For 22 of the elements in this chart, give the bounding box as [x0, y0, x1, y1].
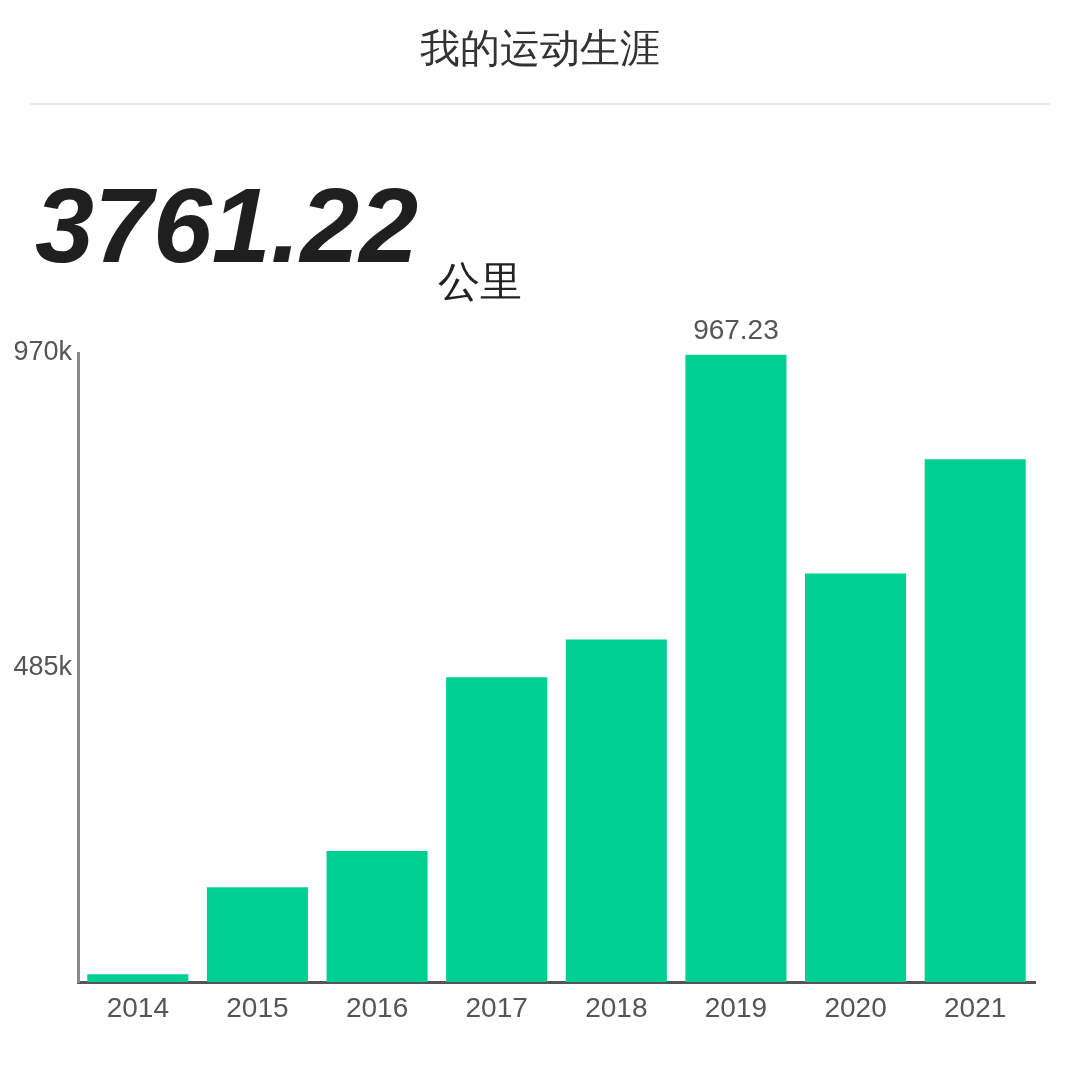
bar — [924, 459, 1026, 982]
bar — [565, 639, 667, 982]
x-tick-label: 2018 — [585, 991, 648, 1023]
bar — [326, 851, 428, 982]
chart-subtitle: 3761.22 — [35, 166, 419, 284]
bar — [87, 974, 189, 982]
data-label: 967.23 — [693, 313, 779, 345]
bar — [206, 887, 308, 982]
x-tick-label: 2016 — [345, 991, 409, 1023]
x-tick-label: 2015 — [226, 991, 289, 1023]
bar — [805, 573, 907, 982]
y-tick-label: 485k — [13, 650, 73, 681]
bar — [446, 677, 548, 982]
x-tick-label: 2017 — [465, 991, 528, 1023]
x-tick-label: 2020 — [824, 991, 887, 1023]
x-tick-label: 2021 — [944, 991, 1007, 1023]
y-tick-label: 970k — [13, 336, 73, 367]
chart-title: 我的运动生涯 — [420, 25, 660, 72]
bar — [685, 354, 787, 982]
x-tick-label: 2014 — [106, 991, 169, 1023]
text: 公里 — [438, 257, 523, 306]
x-tick-label: 2019 — [704, 991, 768, 1023]
